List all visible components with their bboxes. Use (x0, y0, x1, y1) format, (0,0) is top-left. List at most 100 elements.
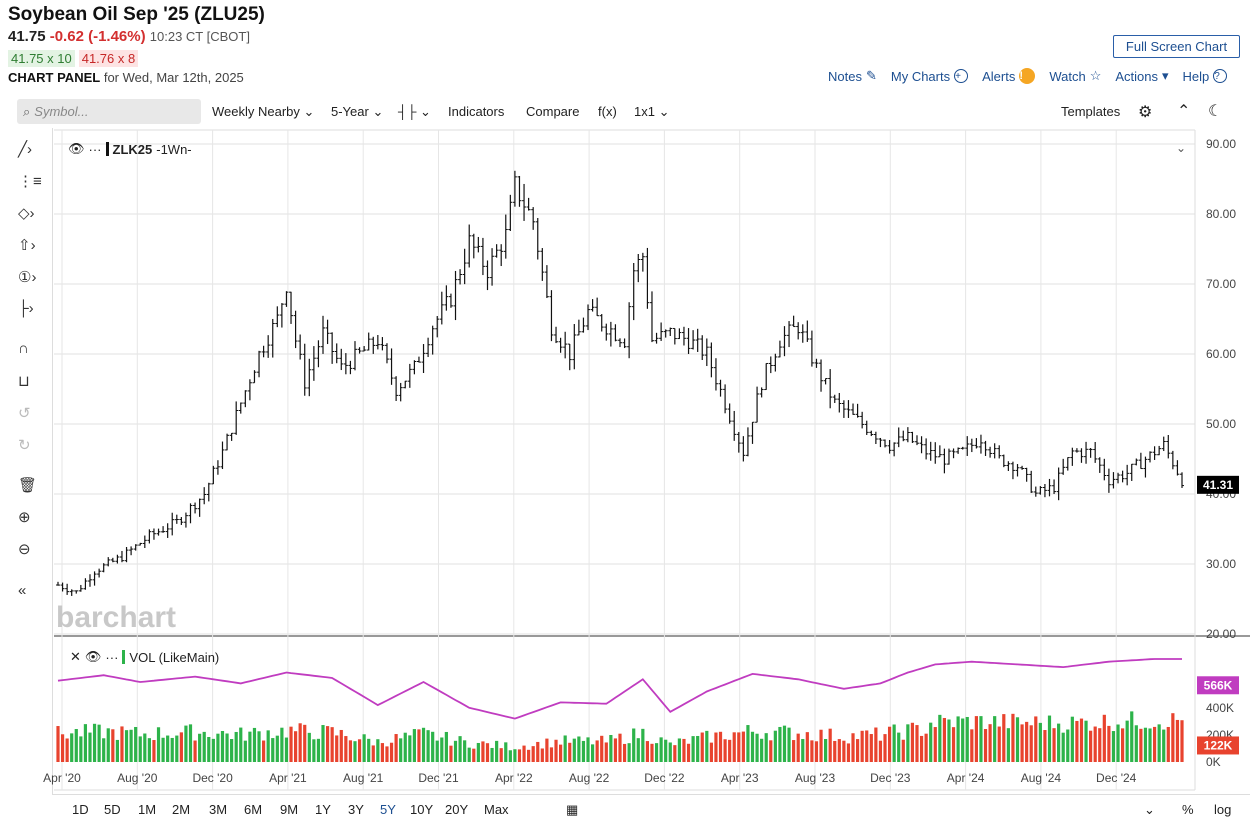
fx-button[interactable]: f(x) (598, 104, 617, 119)
arrow-tool-icon[interactable]: ⇧› (18, 237, 36, 254)
full-screen-button[interactable]: Full Screen Chart (1113, 35, 1240, 58)
volume-bar (659, 737, 663, 762)
magnet-icon[interactable]: ∩ (18, 340, 29, 357)
price-legend[interactable]: 👁 ··· ZLK25 -1Wn- (68, 141, 192, 157)
period-20y[interactable]: 20Y (445, 802, 469, 817)
volume-bar (636, 738, 640, 762)
price-bar (604, 323, 609, 341)
log-toggle[interactable]: log (1214, 802, 1232, 817)
price-bar (202, 487, 207, 505)
volume-bar (120, 726, 124, 762)
symbol-search[interactable]: ⌕ Symbol... (17, 99, 201, 124)
period-1m[interactable]: 1M (138, 802, 157, 817)
volume-bar (682, 738, 686, 762)
price-bar (398, 382, 403, 402)
alerts-button[interactable]: Alerts! (982, 68, 1036, 84)
line-tool-icon[interactable]: ╱› (18, 141, 33, 158)
close-icon[interactable]: ✕ (70, 649, 81, 664)
collapse-icon[interactable]: ⌃ (1177, 103, 1191, 120)
period-2m[interactable]: 2M (172, 802, 191, 817)
price-bar (1152, 446, 1157, 460)
price-bar (535, 217, 540, 260)
price-bar (1088, 448, 1093, 458)
volume-bar (216, 733, 220, 762)
price-bar (394, 376, 399, 401)
eye-icon[interactable]: 👁 (84, 649, 102, 664)
price-change: -0.62 (-1.46%) (49, 28, 146, 45)
redo-icon[interactable]: ↻ (18, 437, 31, 454)
price-bar (572, 324, 577, 370)
measure-tool-icon[interactable]: ├› (18, 300, 34, 317)
period-1d[interactable]: 1D (72, 802, 89, 817)
price-bar (1065, 457, 1070, 471)
dark-mode-icon[interactable]: ☾ (1208, 103, 1223, 120)
price-bar (809, 330, 814, 367)
period-5d[interactable]: 5D (104, 802, 121, 817)
lock-icon[interactable]: ⊔ (18, 373, 30, 390)
volume-bar (408, 735, 412, 762)
search-input[interactable]: Symbol... (34, 104, 89, 119)
zoom-out-icon[interactable]: ⊖ (18, 541, 31, 558)
price-bar (887, 439, 892, 454)
period-9m[interactable]: 9M (280, 802, 299, 817)
price-bar (1116, 472, 1121, 484)
range-dropdown[interactable]: 5-Year ⌄ (331, 104, 383, 120)
my-charts-button[interactable]: My Charts + (891, 69, 969, 84)
notes-button[interactable]: Notes ✎ (828, 68, 877, 84)
volume-bar (590, 744, 595, 762)
indicators-button[interactable]: Indicators (448, 104, 505, 119)
price-bar (599, 314, 604, 332)
layout-dropdown[interactable]: 1x1 ⌄ (634, 104, 670, 120)
volume-bar (618, 733, 622, 762)
period-3m[interactable]: 3M (209, 802, 228, 817)
eye-icon[interactable]: 👁 (68, 141, 85, 156)
actions-button[interactable]: Actions ▾ (1115, 68, 1168, 84)
chevron-down-icon[interactable]: ⌄ (1176, 141, 1187, 155)
fib-tool-icon[interactable]: ⋮≡ (18, 173, 42, 190)
percent-toggle[interactable]: % (1182, 802, 1194, 817)
volume-bar (1052, 728, 1056, 762)
period-3y[interactable]: 3Y (348, 802, 364, 817)
gear-icon[interactable]: ⚙ (1138, 104, 1153, 121)
templates-button[interactable]: Templates (1061, 104, 1121, 119)
volume-bar (394, 734, 398, 762)
bar-type-dropdown[interactable]: ┤├ ⌄ (398, 104, 431, 120)
compare-button[interactable]: Compare (526, 104, 580, 119)
volume-bar (1107, 725, 1111, 762)
price-bar (1134, 458, 1139, 466)
period-max[interactable]: Max (484, 802, 509, 817)
more-icon[interactable]: ··· (88, 141, 102, 157)
price-bar (97, 568, 102, 578)
volume-tick-label: 0K (1206, 755, 1221, 769)
price-bar (485, 260, 490, 291)
price-bar (1111, 472, 1116, 489)
period-5y[interactable]: 5Y (380, 802, 396, 817)
zoom-in-icon[interactable]: ⊕ (18, 509, 31, 526)
chevron-double-down-icon[interactable]: ⌄ (1144, 802, 1155, 817)
undo-icon[interactable]: ↺ (18, 405, 31, 422)
volume-bar (677, 738, 681, 762)
more-icon[interactable]: ··· (105, 649, 119, 665)
period-10y[interactable]: 10Y (410, 802, 434, 817)
price-bar (229, 432, 234, 441)
help-button[interactable]: Help? (1183, 69, 1228, 84)
label-tool-icon[interactable]: ①› (18, 269, 37, 286)
price-bar (777, 340, 782, 358)
calendar-icon[interactable]: ▦ (566, 802, 579, 817)
price-bar (750, 421, 755, 444)
collapse-sidebar-icon[interactable]: « (18, 582, 27, 599)
trash-icon[interactable]: 🗑 (18, 477, 38, 494)
price-bar (165, 523, 170, 538)
period-6m[interactable]: 6M (244, 802, 263, 817)
volume-bar (389, 742, 394, 762)
volume-legend[interactable]: ✕ 👁 ··· VOL (LikeMain) (70, 649, 219, 665)
period-1y[interactable]: 1Y (315, 802, 331, 817)
y-tick-label: 20.00 (1206, 627, 1236, 641)
watch-button[interactable]: Watch ☆ (1049, 68, 1101, 84)
shape-tool-icon[interactable]: ◇› (18, 205, 35, 222)
price-bar (266, 335, 271, 358)
price-bar (764, 362, 769, 391)
volume-bar (339, 729, 343, 762)
interval-dropdown[interactable]: Weekly Nearby ⌄ (212, 104, 314, 120)
